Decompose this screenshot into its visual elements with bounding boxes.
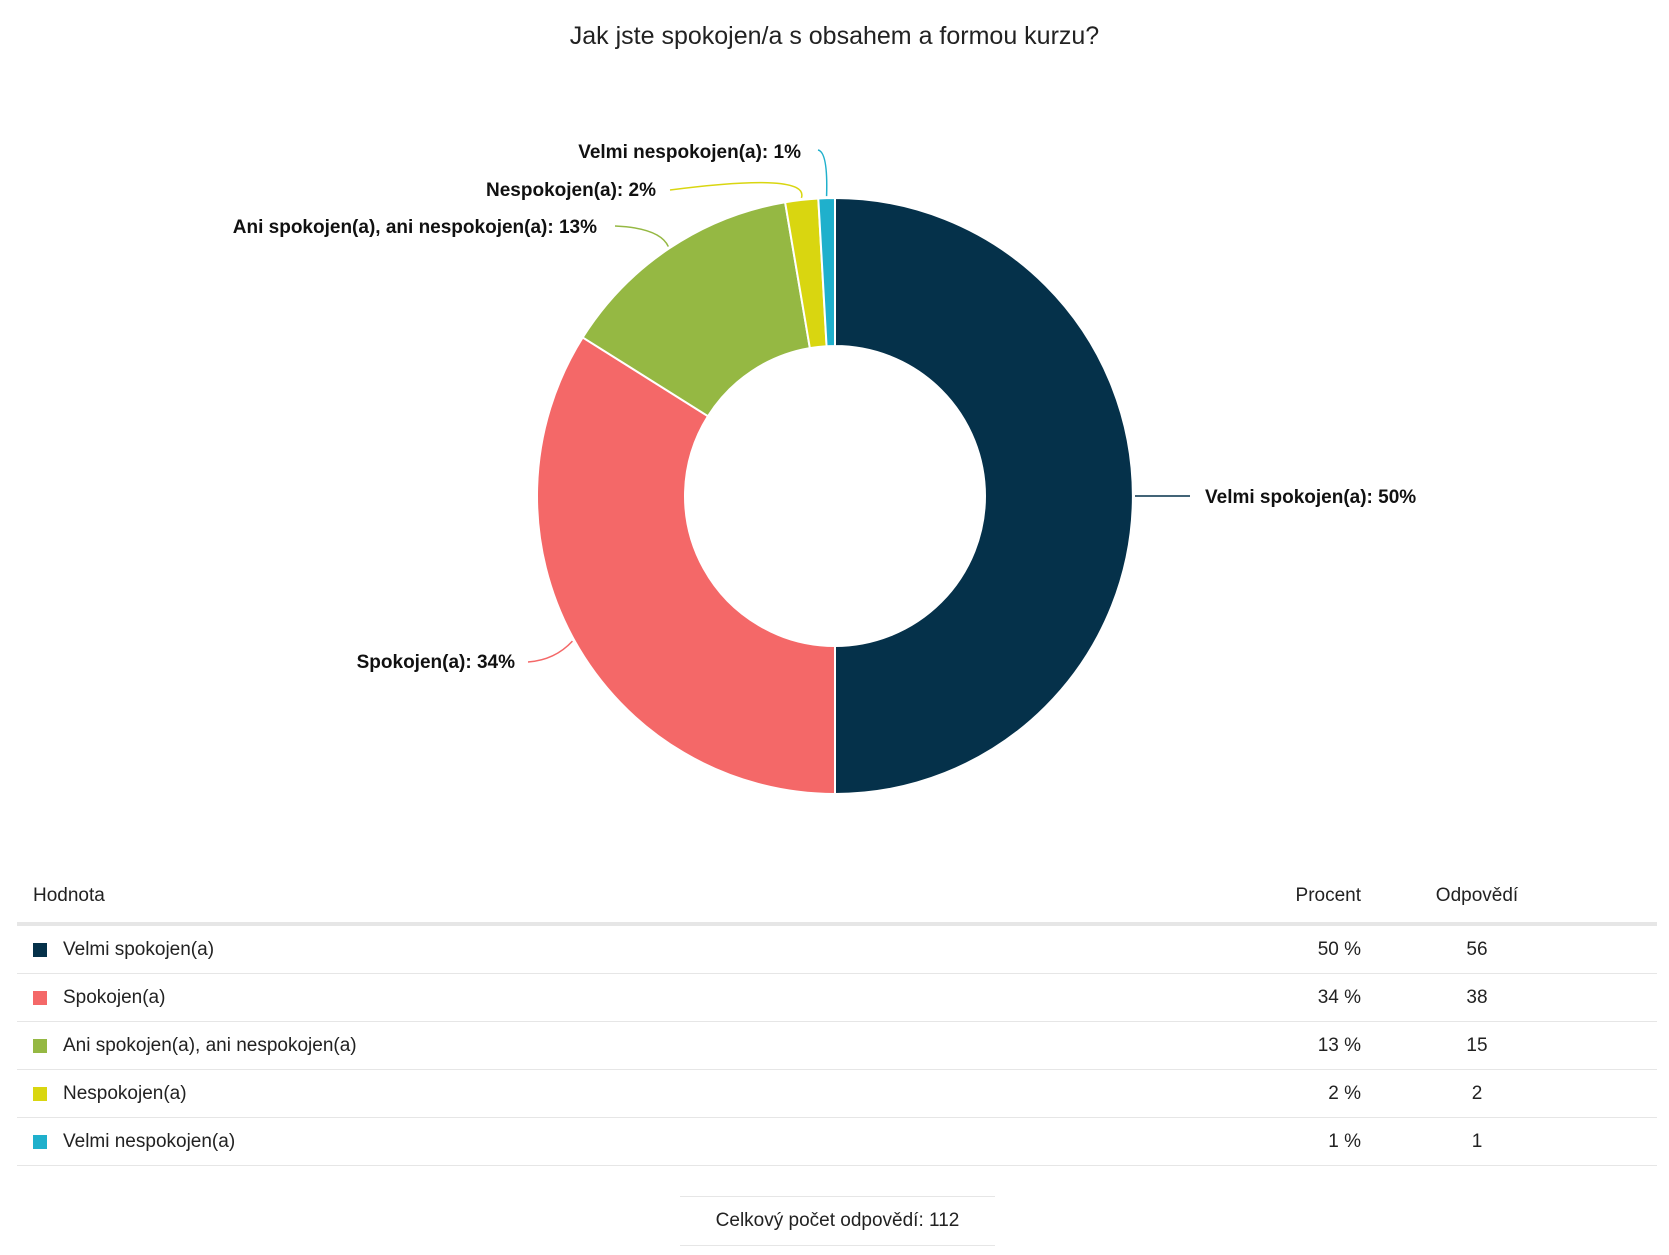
row-percent: 1 %	[1328, 1131, 1361, 1152]
legend-swatch	[33, 943, 47, 957]
leader-line	[527, 640, 573, 663]
donut-chart: Velmi spokojen(a): 50% Spokojen(a): 34% An…	[233, 142, 1417, 796]
data-labels-group: Velmi spokojen(a): 50% Spokojen(a): 34% An…	[233, 142, 1417, 673]
row-count: 38	[1466, 987, 1488, 1008]
legend-swatch	[33, 1039, 47, 1053]
header-percent: Procent	[1295, 885, 1361, 906]
data-label: Velmi nespokojen(a): 1%	[578, 142, 801, 163]
slices-group	[536, 196, 1134, 796]
results-table: Hodnota Procent Odpovědí Velmi spokojen(…	[17, 858, 1657, 1166]
data-label: Spokojen(a): 34%	[357, 652, 515, 673]
leader-line	[614, 225, 670, 247]
table-row: Spokojen(a) 34 % 38	[17, 974, 1657, 1022]
legend-swatch	[33, 1087, 47, 1101]
row-label: Velmi spokojen(a)	[63, 939, 215, 960]
chart-title: Jak jste spokojen/a s obsahem a formou k…	[569, 22, 1100, 50]
leader-line	[817, 149, 828, 197]
row-count: 56	[1466, 939, 1488, 960]
table-row: Velmi nespokojen(a) 1 % 1	[17, 1118, 1657, 1166]
pie-slice	[581, 201, 812, 418]
row-percent: 34 %	[1317, 987, 1361, 1008]
total-responses: Celkový počet odpovědí: 112	[680, 1196, 995, 1246]
legend-swatch	[33, 991, 47, 1005]
row-percent: 50 %	[1317, 939, 1361, 960]
legend-swatch	[33, 1135, 47, 1149]
row-percent: 13 %	[1317, 1035, 1361, 1056]
row-count: 15	[1466, 1035, 1488, 1056]
pie-slice	[834, 196, 1134, 796]
row-count: 2	[1471, 1083, 1483, 1104]
pie-slice	[817, 196, 836, 348]
total-label: Celkový počet odpovědí:	[715, 1210, 924, 1231]
leader-line	[669, 181, 803, 199]
table-header: Hodnota Procent Odpovědí	[17, 858, 1657, 926]
table-row: Velmi spokojen(a) 50 % 56	[17, 926, 1657, 974]
header-value: Hodnota	[33, 885, 105, 906]
row-label: Velmi nespokojen(a)	[63, 1131, 236, 1152]
row-label: Ani spokojen(a), ani nespokojen(a)	[63, 1035, 357, 1056]
row-label: Nespokojen(a)	[63, 1083, 187, 1104]
pie-slice	[536, 336, 836, 796]
data-label: Nespokojen(a): 2%	[486, 180, 656, 201]
table-row: Ani spokojen(a), ani nespokojen(a) 13 % …	[17, 1022, 1657, 1070]
data-label: Velmi spokojen(a): 50%	[1205, 487, 1416, 508]
leader-lines-group	[527, 149, 1190, 663]
table-row: Nespokojen(a) 2 % 2	[17, 1070, 1657, 1118]
header-count: Odpovědí	[1435, 885, 1519, 906]
row-count: 1	[1471, 1131, 1483, 1152]
total-value: 112	[929, 1210, 960, 1231]
row-label: Spokojen(a)	[63, 987, 166, 1008]
data-label: Ani spokojen(a), ani nespokojen(a): 13%	[233, 217, 597, 238]
row-percent: 2 %	[1328, 1083, 1361, 1104]
